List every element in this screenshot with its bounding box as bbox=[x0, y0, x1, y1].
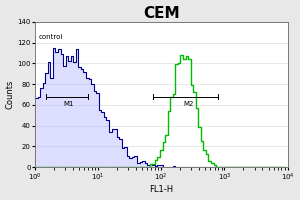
Title: CEM: CEM bbox=[143, 6, 180, 21]
Text: M1: M1 bbox=[63, 101, 74, 107]
Y-axis label: Counts: Counts bbox=[6, 80, 15, 109]
Text: control: control bbox=[39, 34, 63, 40]
X-axis label: FL1-H: FL1-H bbox=[149, 185, 173, 194]
Text: M2: M2 bbox=[183, 101, 193, 107]
